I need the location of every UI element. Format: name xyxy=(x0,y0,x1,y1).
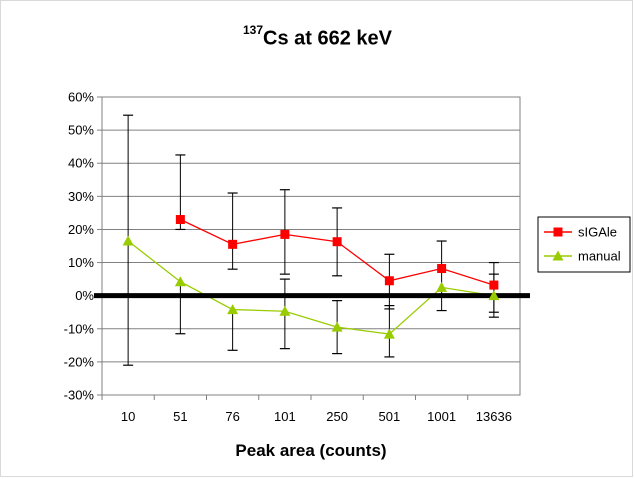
series-markers xyxy=(122,215,500,339)
y-tick-label: 50% xyxy=(68,123,94,138)
y-tick-label: 60% xyxy=(68,90,94,105)
x-tick-label: 501 xyxy=(379,409,401,424)
data-point-manual xyxy=(331,321,343,332)
legend-marker-manual xyxy=(552,250,564,261)
x-tick-label: 51 xyxy=(173,409,187,424)
y-axis-ticks: 60% 50% 40% 30% 20% 10% 0% -10% -20% -30% xyxy=(64,90,102,403)
x-tick-label: 250 xyxy=(326,409,348,424)
data-point-manual xyxy=(174,276,186,287)
x-axis-label: Peak area (counts) xyxy=(235,441,386,460)
x-tick-label: 76 xyxy=(225,409,239,424)
x-tick-label: 10 xyxy=(121,409,135,424)
data-point-manual xyxy=(227,304,239,315)
data-point-sigale xyxy=(489,280,499,290)
chart-title: 137Cs at 662 keV xyxy=(0,23,635,51)
data-point-sigale xyxy=(332,237,342,247)
data-point-manual xyxy=(279,305,291,316)
legend: sIGAle manual xyxy=(537,216,631,273)
data-point-sigale xyxy=(280,229,290,239)
data-point-sigale xyxy=(437,264,447,274)
x-tick-label: 1001 xyxy=(427,409,456,424)
y-tick-label: 20% xyxy=(68,222,94,237)
legend-label-sigale: sIGAle xyxy=(578,225,617,240)
y-tick-label: -20% xyxy=(64,354,95,369)
plot-area xyxy=(101,96,521,396)
data-point-sigale xyxy=(228,239,238,249)
title-text: Cs at 662 keV xyxy=(263,27,392,50)
y-tick-label: 40% xyxy=(68,156,94,171)
data-point-manual xyxy=(122,235,134,246)
data-point-manual xyxy=(436,281,448,292)
legend-marker-sigale xyxy=(553,227,563,237)
x-tick-label: 13636 xyxy=(476,409,512,424)
y-tick-label: 0% xyxy=(75,288,94,303)
y-tick-label: -30% xyxy=(64,388,95,403)
y-tick-label: 30% xyxy=(68,189,94,204)
y-tick-label: 10% xyxy=(68,255,94,270)
title-superscript: 137 xyxy=(242,23,264,37)
y-tick-label: -10% xyxy=(64,321,95,336)
data-point-manual xyxy=(488,290,500,301)
x-axis-ticks: 10 51 76 101 250 501 1001 13636 xyxy=(101,395,512,424)
data-point-manual xyxy=(383,328,395,339)
legend-box xyxy=(537,216,631,273)
data-point-sigale xyxy=(384,276,394,286)
x-tick-label: 101 xyxy=(274,409,296,424)
legend-label-manual: manual xyxy=(578,249,621,264)
data-point-sigale xyxy=(175,215,185,225)
